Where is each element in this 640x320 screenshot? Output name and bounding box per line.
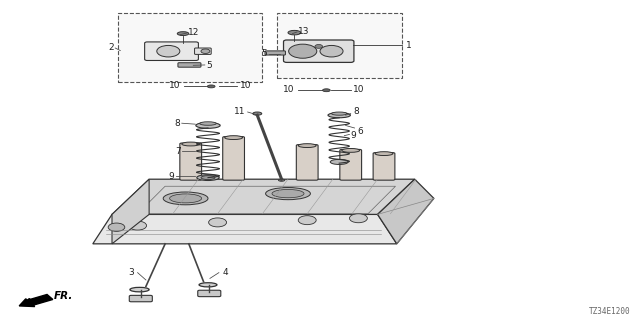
FancyBboxPatch shape bbox=[340, 149, 362, 180]
Text: 3: 3 bbox=[129, 268, 134, 277]
Ellipse shape bbox=[298, 144, 316, 148]
Text: 7: 7 bbox=[175, 147, 180, 156]
Bar bbox=[277, 13, 402, 78]
FancyBboxPatch shape bbox=[198, 290, 221, 297]
Text: 8: 8 bbox=[175, 119, 180, 128]
Ellipse shape bbox=[199, 283, 217, 287]
FancyBboxPatch shape bbox=[265, 51, 285, 55]
Text: 9: 9 bbox=[168, 172, 174, 181]
Ellipse shape bbox=[130, 287, 149, 292]
Ellipse shape bbox=[200, 122, 216, 125]
Text: 2: 2 bbox=[108, 44, 114, 52]
Circle shape bbox=[209, 218, 227, 227]
Ellipse shape bbox=[375, 152, 393, 156]
Text: 5: 5 bbox=[206, 61, 212, 70]
Circle shape bbox=[201, 49, 210, 53]
FancyBboxPatch shape bbox=[145, 42, 198, 60]
Ellipse shape bbox=[272, 189, 304, 198]
FancyArrow shape bbox=[19, 294, 53, 307]
Polygon shape bbox=[378, 179, 434, 244]
Ellipse shape bbox=[197, 175, 219, 180]
Ellipse shape bbox=[182, 142, 200, 146]
Ellipse shape bbox=[342, 148, 360, 152]
Circle shape bbox=[298, 216, 316, 225]
Ellipse shape bbox=[196, 123, 220, 128]
FancyBboxPatch shape bbox=[284, 40, 354, 62]
FancyBboxPatch shape bbox=[373, 153, 395, 180]
FancyBboxPatch shape bbox=[223, 137, 244, 180]
Ellipse shape bbox=[207, 85, 215, 88]
FancyBboxPatch shape bbox=[296, 145, 318, 180]
Ellipse shape bbox=[170, 194, 202, 203]
Polygon shape bbox=[112, 179, 149, 244]
Circle shape bbox=[349, 214, 367, 223]
Circle shape bbox=[315, 44, 323, 48]
Text: 8: 8 bbox=[353, 108, 359, 116]
FancyBboxPatch shape bbox=[180, 143, 202, 180]
Circle shape bbox=[320, 45, 343, 57]
Text: 10: 10 bbox=[353, 85, 365, 94]
Ellipse shape bbox=[330, 159, 348, 164]
Ellipse shape bbox=[201, 176, 215, 180]
Ellipse shape bbox=[253, 112, 262, 115]
Polygon shape bbox=[93, 214, 397, 244]
Text: 11: 11 bbox=[234, 107, 246, 116]
Text: FR.: FR. bbox=[54, 291, 73, 301]
Text: 5: 5 bbox=[262, 49, 268, 58]
FancyBboxPatch shape bbox=[129, 295, 152, 302]
Bar bbox=[118, 13, 262, 82]
Circle shape bbox=[108, 223, 125, 231]
Circle shape bbox=[129, 221, 147, 230]
Text: 10: 10 bbox=[169, 81, 180, 90]
Text: 10: 10 bbox=[283, 85, 294, 94]
Ellipse shape bbox=[177, 32, 189, 36]
Ellipse shape bbox=[163, 192, 208, 205]
Ellipse shape bbox=[288, 30, 301, 35]
Circle shape bbox=[289, 44, 317, 58]
Polygon shape bbox=[112, 179, 415, 214]
FancyBboxPatch shape bbox=[178, 63, 201, 67]
Text: 10: 10 bbox=[240, 81, 252, 90]
Ellipse shape bbox=[328, 113, 351, 118]
Circle shape bbox=[157, 45, 180, 57]
Ellipse shape bbox=[266, 188, 310, 200]
Text: 1: 1 bbox=[406, 41, 412, 50]
Text: TZ34E1200: TZ34E1200 bbox=[589, 307, 630, 316]
Text: 12: 12 bbox=[188, 28, 200, 37]
Ellipse shape bbox=[225, 136, 243, 140]
FancyBboxPatch shape bbox=[195, 48, 211, 54]
Ellipse shape bbox=[323, 89, 330, 92]
Text: 4: 4 bbox=[223, 268, 228, 277]
Ellipse shape bbox=[278, 179, 285, 181]
Text: 9: 9 bbox=[351, 131, 356, 140]
Ellipse shape bbox=[332, 112, 347, 115]
Text: 13: 13 bbox=[298, 28, 310, 36]
Text: 6: 6 bbox=[357, 127, 363, 136]
